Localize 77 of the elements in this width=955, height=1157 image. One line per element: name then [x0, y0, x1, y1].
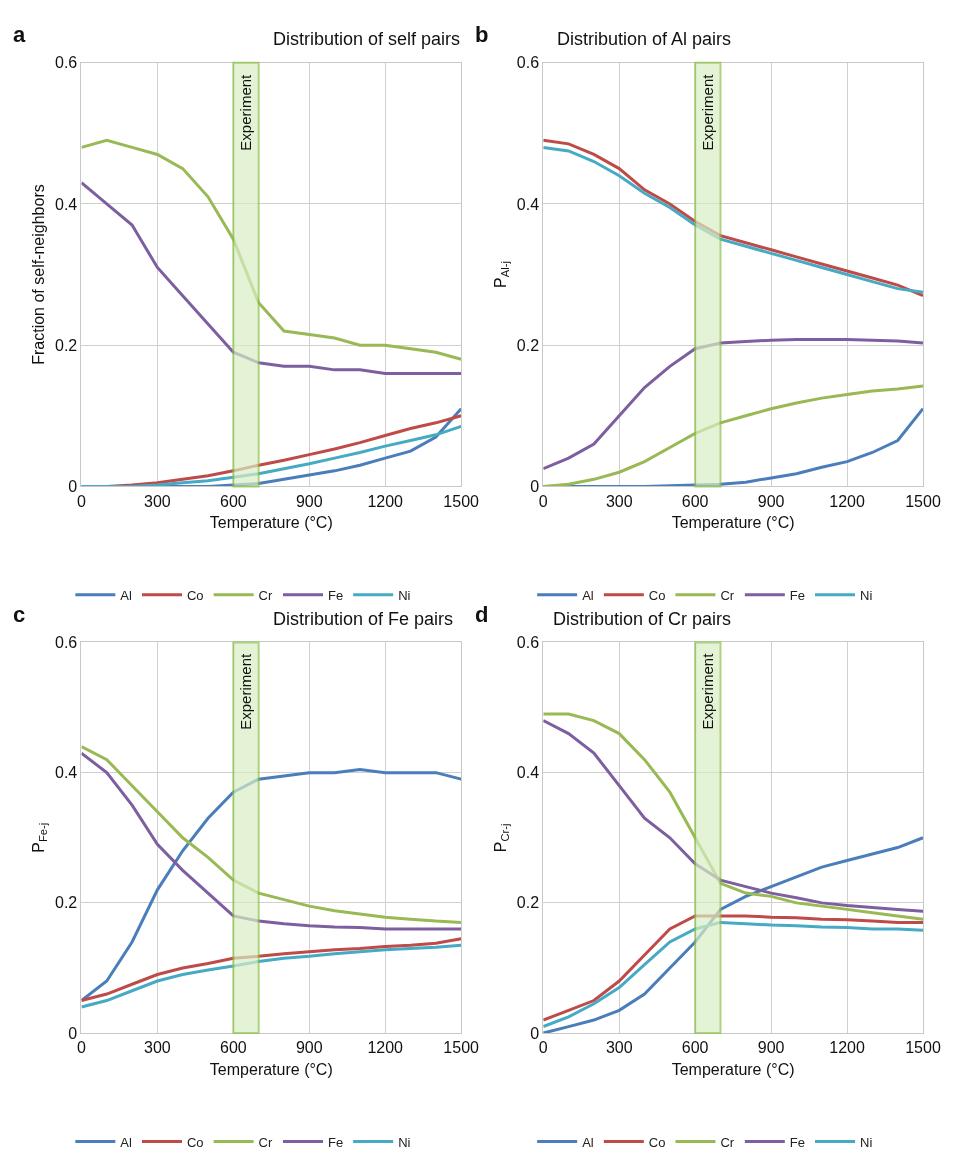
- chart-title: Distribution of Al pairs: [557, 29, 732, 49]
- x-tick-label: 600: [681, 492, 709, 510]
- y-tick-label: 0.6: [54, 634, 78, 652]
- y-tick-label: 0: [68, 1024, 78, 1042]
- band-label: Experiment: [237, 653, 255, 730]
- x-tick-label: 900: [295, 492, 323, 510]
- line-series: [543, 337, 923, 471]
- legend-label: Al: [120, 1134, 132, 1150]
- legend-label: Ni: [398, 1134, 411, 1150]
- text: d: [475, 602, 489, 627]
- line-series: [81, 181, 462, 375]
- x-tick-label: 900: [757, 1039, 785, 1057]
- y-tick-label: 0: [530, 1024, 540, 1042]
- x-tick-label: 900: [295, 1039, 323, 1057]
- legend-label: Fe: [328, 1134, 344, 1150]
- x-tick-label: 1200: [367, 492, 404, 510]
- y-tick-label: 0: [530, 477, 540, 495]
- x-tick-label: 300: [605, 1039, 633, 1057]
- legend-label: Co: [648, 587, 666, 603]
- x-tick-label: 900: [757, 492, 785, 510]
- legend-label: Fe: [789, 587, 806, 603]
- x-tick-label: 600: [681, 1039, 709, 1057]
- legend-label: Cr: [720, 587, 735, 603]
- band-label: Experiment: [699, 73, 717, 151]
- y-tick-label: 0.4: [54, 195, 78, 213]
- y-tick-label: 0.6: [516, 634, 540, 652]
- y-tick-label: 0.2: [516, 336, 540, 354]
- chart-title: Distribution of Fe pairs: [273, 609, 454, 629]
- y-tick-label: 0: [68, 477, 78, 495]
- x-tick-label: 600: [219, 1039, 247, 1057]
- legend-label: Fe: [789, 1134, 806, 1150]
- y-tick-label: 0.4: [516, 195, 540, 213]
- legend-label: Ni: [860, 1134, 873, 1150]
- legend-label: Ni: [398, 587, 411, 603]
- x-tick-label: 1200: [829, 1039, 865, 1057]
- x-tick-label: 300: [144, 1039, 171, 1057]
- legend-label: Co: [648, 1134, 666, 1150]
- line-series: [81, 943, 462, 1009]
- x-axis-title: Temperature (°C): [671, 514, 795, 532]
- chart-title: Distribution of self pairs: [273, 29, 461, 49]
- y-tick-label: 0.4: [54, 764, 78, 782]
- legend-label: Co: [186, 587, 204, 603]
- y-axis-title: Fraction of self-neighbors: [29, 184, 47, 365]
- x-tick-label: 1200: [367, 1039, 404, 1057]
- y-tick-label: 0.6: [54, 54, 78, 72]
- legend-label: Ni: [860, 587, 873, 603]
- x-tick-label: 1500: [443, 492, 480, 510]
- y-tick-label: 0.6: [516, 54, 540, 72]
- line-series: [81, 937, 462, 1003]
- x-tick-label: 300: [144, 492, 171, 510]
- legend-label: Al: [582, 587, 594, 603]
- legend-label: Fe: [328, 587, 344, 603]
- chart-title: Distribution of Cr pairs: [553, 609, 732, 629]
- y-tick-label: 0.2: [516, 894, 540, 912]
- x-tick-label: 1500: [905, 492, 941, 510]
- x-tick-label: 1500: [905, 1039, 941, 1057]
- x-tick-label: 600: [219, 492, 247, 510]
- band-label: Experiment: [237, 73, 255, 151]
- band-label: Experiment: [699, 652, 717, 730]
- y-tick-label: 0.4: [516, 764, 540, 782]
- text: b: [475, 22, 489, 47]
- x-tick-label: 1200: [829, 492, 865, 510]
- legend-label: Co: [186, 1134, 204, 1150]
- x-axis-title: Temperature (°C): [209, 1061, 333, 1078]
- legend-label: Cr: [258, 587, 273, 603]
- y-tick-label: 0.2: [54, 336, 78, 354]
- x-tick-label: 300: [605, 492, 633, 510]
- y-tick-label: 0.2: [54, 894, 78, 912]
- x-axis-title: Temperature (°C): [209, 514, 333, 532]
- x-axis-title: Temperature (°C): [671, 1061, 795, 1078]
- x-tick-label: 1500: [443, 1039, 480, 1057]
- text: a: [13, 22, 26, 47]
- legend-label: Al: [120, 587, 132, 603]
- legend-label: Cr: [258, 1134, 273, 1150]
- text: c: [13, 602, 26, 627]
- legend-label: Al: [582, 1134, 594, 1150]
- legend-label: Cr: [720, 1134, 735, 1150]
